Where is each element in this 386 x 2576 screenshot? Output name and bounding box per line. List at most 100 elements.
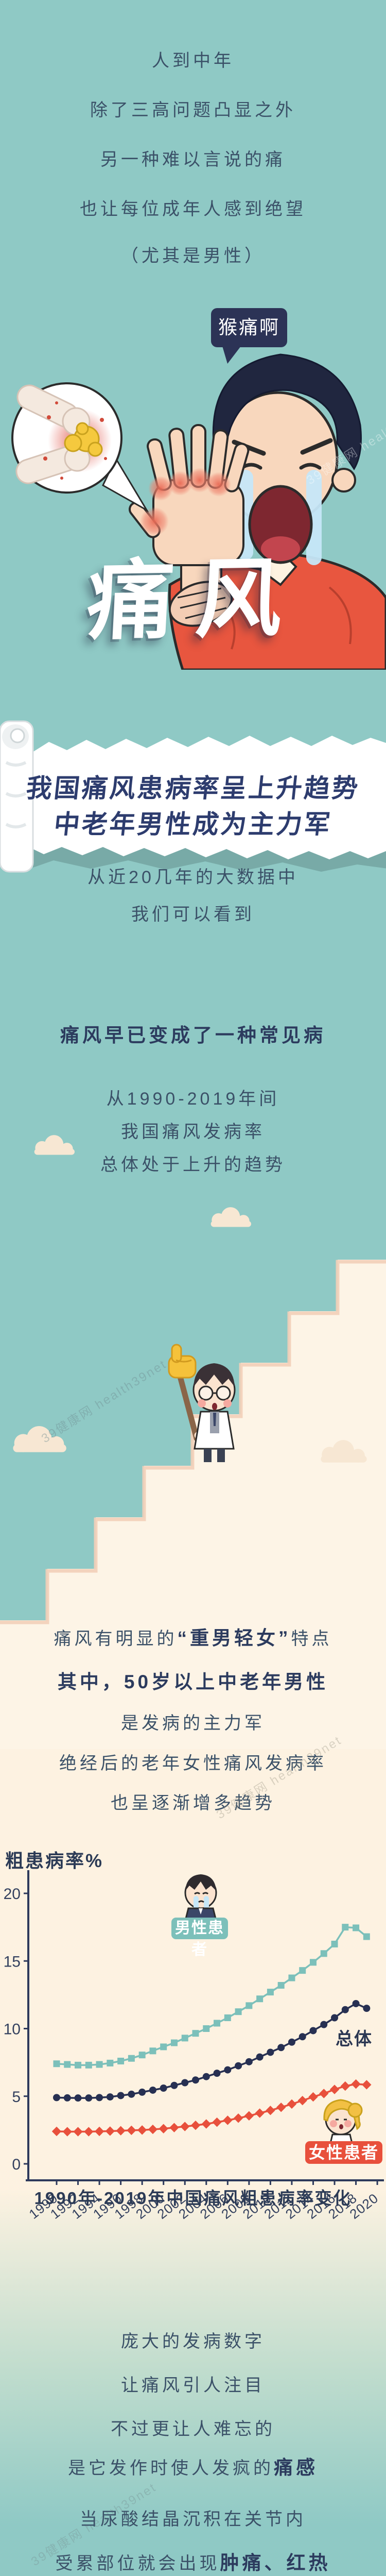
female-patient-character bbox=[323, 2099, 363, 2143]
y-tick-label: 10 bbox=[4, 2021, 21, 2038]
cloud-icon bbox=[321, 1440, 367, 1463]
marker bbox=[267, 1989, 274, 1996]
para-line-mixed: 受累部位就会出现肿痛、红热 bbox=[0, 2551, 386, 2576]
swollen-hand bbox=[128, 424, 250, 627]
marker bbox=[73, 2127, 83, 2137]
joint-magnifier bbox=[11, 382, 149, 513]
cloud-icon bbox=[34, 1135, 75, 1155]
para-line: 当尿酸结晶沉积在关节内 bbox=[80, 2510, 306, 2529]
marker bbox=[276, 2103, 286, 2112]
marker bbox=[64, 2061, 71, 2068]
marker bbox=[277, 1982, 285, 1989]
marker bbox=[224, 2014, 231, 2021]
marker bbox=[342, 1924, 349, 1931]
marker bbox=[169, 2123, 179, 2132]
para-line: 从1990-2019年间 bbox=[106, 1089, 280, 1109]
marker bbox=[223, 2115, 233, 2125]
para-line: 我们可以看到 bbox=[131, 905, 255, 924]
male-patient-badge: 男性患者 bbox=[171, 1918, 228, 1958]
marker bbox=[214, 2020, 221, 2027]
para-line: 也呈逐渐增多趋势 bbox=[111, 1793, 275, 1813]
marker bbox=[160, 2084, 167, 2092]
male-patient-character bbox=[184, 1874, 217, 1921]
marker bbox=[266, 2106, 275, 2115]
marker bbox=[320, 2021, 328, 2028]
marker bbox=[245, 2058, 253, 2065]
marker bbox=[117, 2058, 125, 2064]
para-line-mixed: 是它发作时使人发疯的痛感 bbox=[0, 2455, 386, 2481]
chart-caption: 1990年-2019年中国痛风粗患病率变化 bbox=[34, 2189, 352, 2208]
text-segment-bold: 肿痛、红热 bbox=[220, 2552, 331, 2573]
para-line-bold: 痛风早已变成了一种常见病 bbox=[60, 1025, 326, 1046]
marker bbox=[53, 2060, 60, 2067]
marker bbox=[363, 1933, 370, 1940]
intro-line: 也让每位成年人感到绝望 bbox=[80, 199, 306, 219]
y-tick-label: 0 bbox=[12, 2156, 21, 2173]
marker bbox=[351, 2079, 361, 2089]
marker bbox=[308, 2092, 318, 2102]
page-title: 痛风 bbox=[84, 549, 307, 650]
marker bbox=[353, 1924, 360, 1931]
para-line: 绝经后的老年女性痛风发病率 bbox=[59, 1754, 327, 1773]
marker bbox=[288, 1974, 295, 1981]
marker bbox=[201, 2119, 211, 2129]
marker bbox=[159, 2124, 168, 2133]
text-segment: 特点 bbox=[291, 1629, 332, 1649]
scream-bubble: 猴痛啊 bbox=[211, 308, 287, 347]
text-segment: 是它发作时使人发疯的 bbox=[68, 2459, 274, 2478]
para-line: 不过更让人难忘的 bbox=[111, 2419, 275, 2439]
marker bbox=[180, 2122, 190, 2131]
para-line: 庞大的发病数字 bbox=[121, 2332, 265, 2351]
text-segment: 痛风有明显的 bbox=[54, 1629, 178, 1649]
y-tick-label: 15 bbox=[4, 1953, 21, 1970]
marker bbox=[352, 1999, 360, 2007]
marker bbox=[212, 2117, 222, 2127]
marker bbox=[192, 2030, 199, 2037]
bg-gradient-cream-teal bbox=[0, 2190, 386, 2524]
marker bbox=[320, 1950, 327, 1957]
marker bbox=[63, 2094, 71, 2102]
para-line: 让痛风引人注目 bbox=[121, 2376, 265, 2395]
marker bbox=[128, 2090, 135, 2098]
marker bbox=[288, 2038, 295, 2046]
bg-cream bbox=[0, 1749, 386, 2190]
marker bbox=[96, 2094, 103, 2102]
para-line: 是发病的主力军 bbox=[121, 1714, 265, 1733]
intro-line: 除了三高问题凸显之外 bbox=[90, 100, 296, 120]
series-line-总体 bbox=[56, 2002, 367, 2099]
marker bbox=[149, 2047, 156, 2055]
marker bbox=[51, 2126, 62, 2137]
banner-headline-1: 我国痛风患病率呈上升趋势 bbox=[25, 774, 361, 803]
marker bbox=[190, 2120, 201, 2130]
marker bbox=[192, 2076, 200, 2084]
crying-man bbox=[168, 353, 386, 670]
marker bbox=[244, 2111, 254, 2121]
marker bbox=[170, 2039, 178, 2046]
y-tick-label: 5 bbox=[12, 2089, 21, 2106]
marker bbox=[319, 2089, 329, 2098]
marker bbox=[85, 2061, 92, 2069]
marker bbox=[202, 2073, 210, 2080]
marker bbox=[362, 2080, 372, 2090]
scream-bubble-tail bbox=[222, 346, 241, 364]
marker bbox=[267, 2048, 274, 2056]
marker bbox=[105, 2126, 115, 2136]
marker bbox=[331, 1940, 338, 1947]
marker bbox=[235, 2008, 242, 2015]
marker bbox=[297, 2095, 307, 2106]
marker bbox=[148, 2124, 158, 2134]
marker bbox=[255, 2108, 265, 2118]
marker bbox=[213, 2070, 221, 2077]
marker bbox=[287, 2099, 297, 2109]
marker bbox=[138, 2088, 146, 2096]
line-chart-gout-prevalence: 0510152019901992199419961998200020022004… bbox=[4, 1870, 384, 2222]
chart-y-axis-title: 粗患病率% bbox=[5, 1850, 104, 1871]
marker bbox=[74, 2094, 82, 2102]
marker bbox=[149, 2086, 156, 2094]
marker bbox=[170, 2081, 178, 2089]
marker bbox=[340, 2081, 350, 2091]
intro-line: （尤其是男性） bbox=[121, 246, 265, 266]
marker bbox=[299, 2033, 306, 2041]
female-patient-badge: 女性患者 bbox=[305, 2141, 382, 2164]
